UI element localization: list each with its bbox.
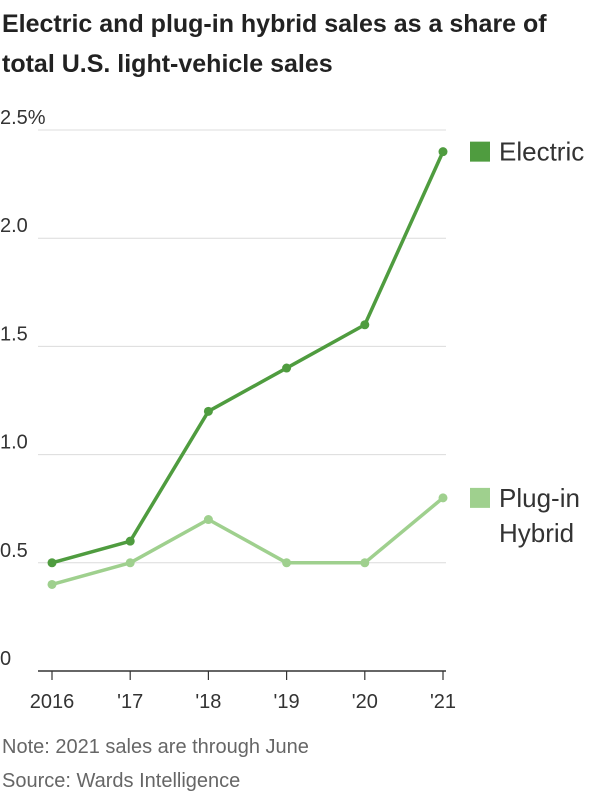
data-point <box>125 536 135 546</box>
data-point <box>438 147 448 157</box>
legend-item: Plug-in Hybrid <box>470 483 580 548</box>
legend: Electric Plug-in Hybrid <box>470 137 584 548</box>
y-tick-label: 1.0 <box>0 432 28 454</box>
y-axis-ticks: 0 0.5 1.0 1.5 2.0 2.5% <box>0 107 46 670</box>
data-point <box>203 515 213 525</box>
gridlines <box>38 129 446 564</box>
series-lines <box>47 147 448 589</box>
chart-note: Note: 2021 sales are through June <box>2 736 309 758</box>
legend-swatch <box>470 141 490 162</box>
data-point <box>47 579 57 589</box>
legend-swatch <box>470 487 490 508</box>
x-tick-label: '17 <box>117 691 143 713</box>
series-plug-in-hybrid <box>47 493 448 589</box>
y-tick-label: 0 <box>0 648 11 670</box>
data-point <box>47 558 57 568</box>
x-tick-label: '19 <box>274 691 300 713</box>
legend-item: Electric <box>470 137 584 167</box>
chart-title: Electric and plug-in hybrid sales as a s… <box>2 10 547 78</box>
series-line <box>50 496 445 587</box>
data-point <box>125 558 135 568</box>
y-tick-label: 2.5% <box>0 107 46 129</box>
series-electric <box>47 147 448 568</box>
x-tick-label: 2016 <box>30 691 75 713</box>
x-tick-label: '20 <box>352 691 378 713</box>
data-point <box>203 406 213 416</box>
legend-label: Hybrid <box>499 518 574 548</box>
y-tick-label: 0.5 <box>0 540 28 562</box>
x-axis: 2016 '17 '18 '19 '20 '21 <box>30 670 456 713</box>
y-tick-label: 1.5 <box>0 323 28 345</box>
data-point <box>360 558 370 568</box>
data-point <box>282 558 292 568</box>
x-tick-label: '21 <box>430 691 456 713</box>
legend-label: Electric <box>499 137 584 167</box>
data-point <box>438 493 448 503</box>
y-tick-label: 2.0 <box>0 215 28 237</box>
x-tick-label: '18 <box>195 691 221 713</box>
chart-source: Source: Wards Intelligence <box>2 770 241 792</box>
data-point <box>282 363 292 373</box>
data-point <box>360 320 370 330</box>
legend-label: Plug-in <box>499 483 580 513</box>
series-line <box>50 149 445 565</box>
